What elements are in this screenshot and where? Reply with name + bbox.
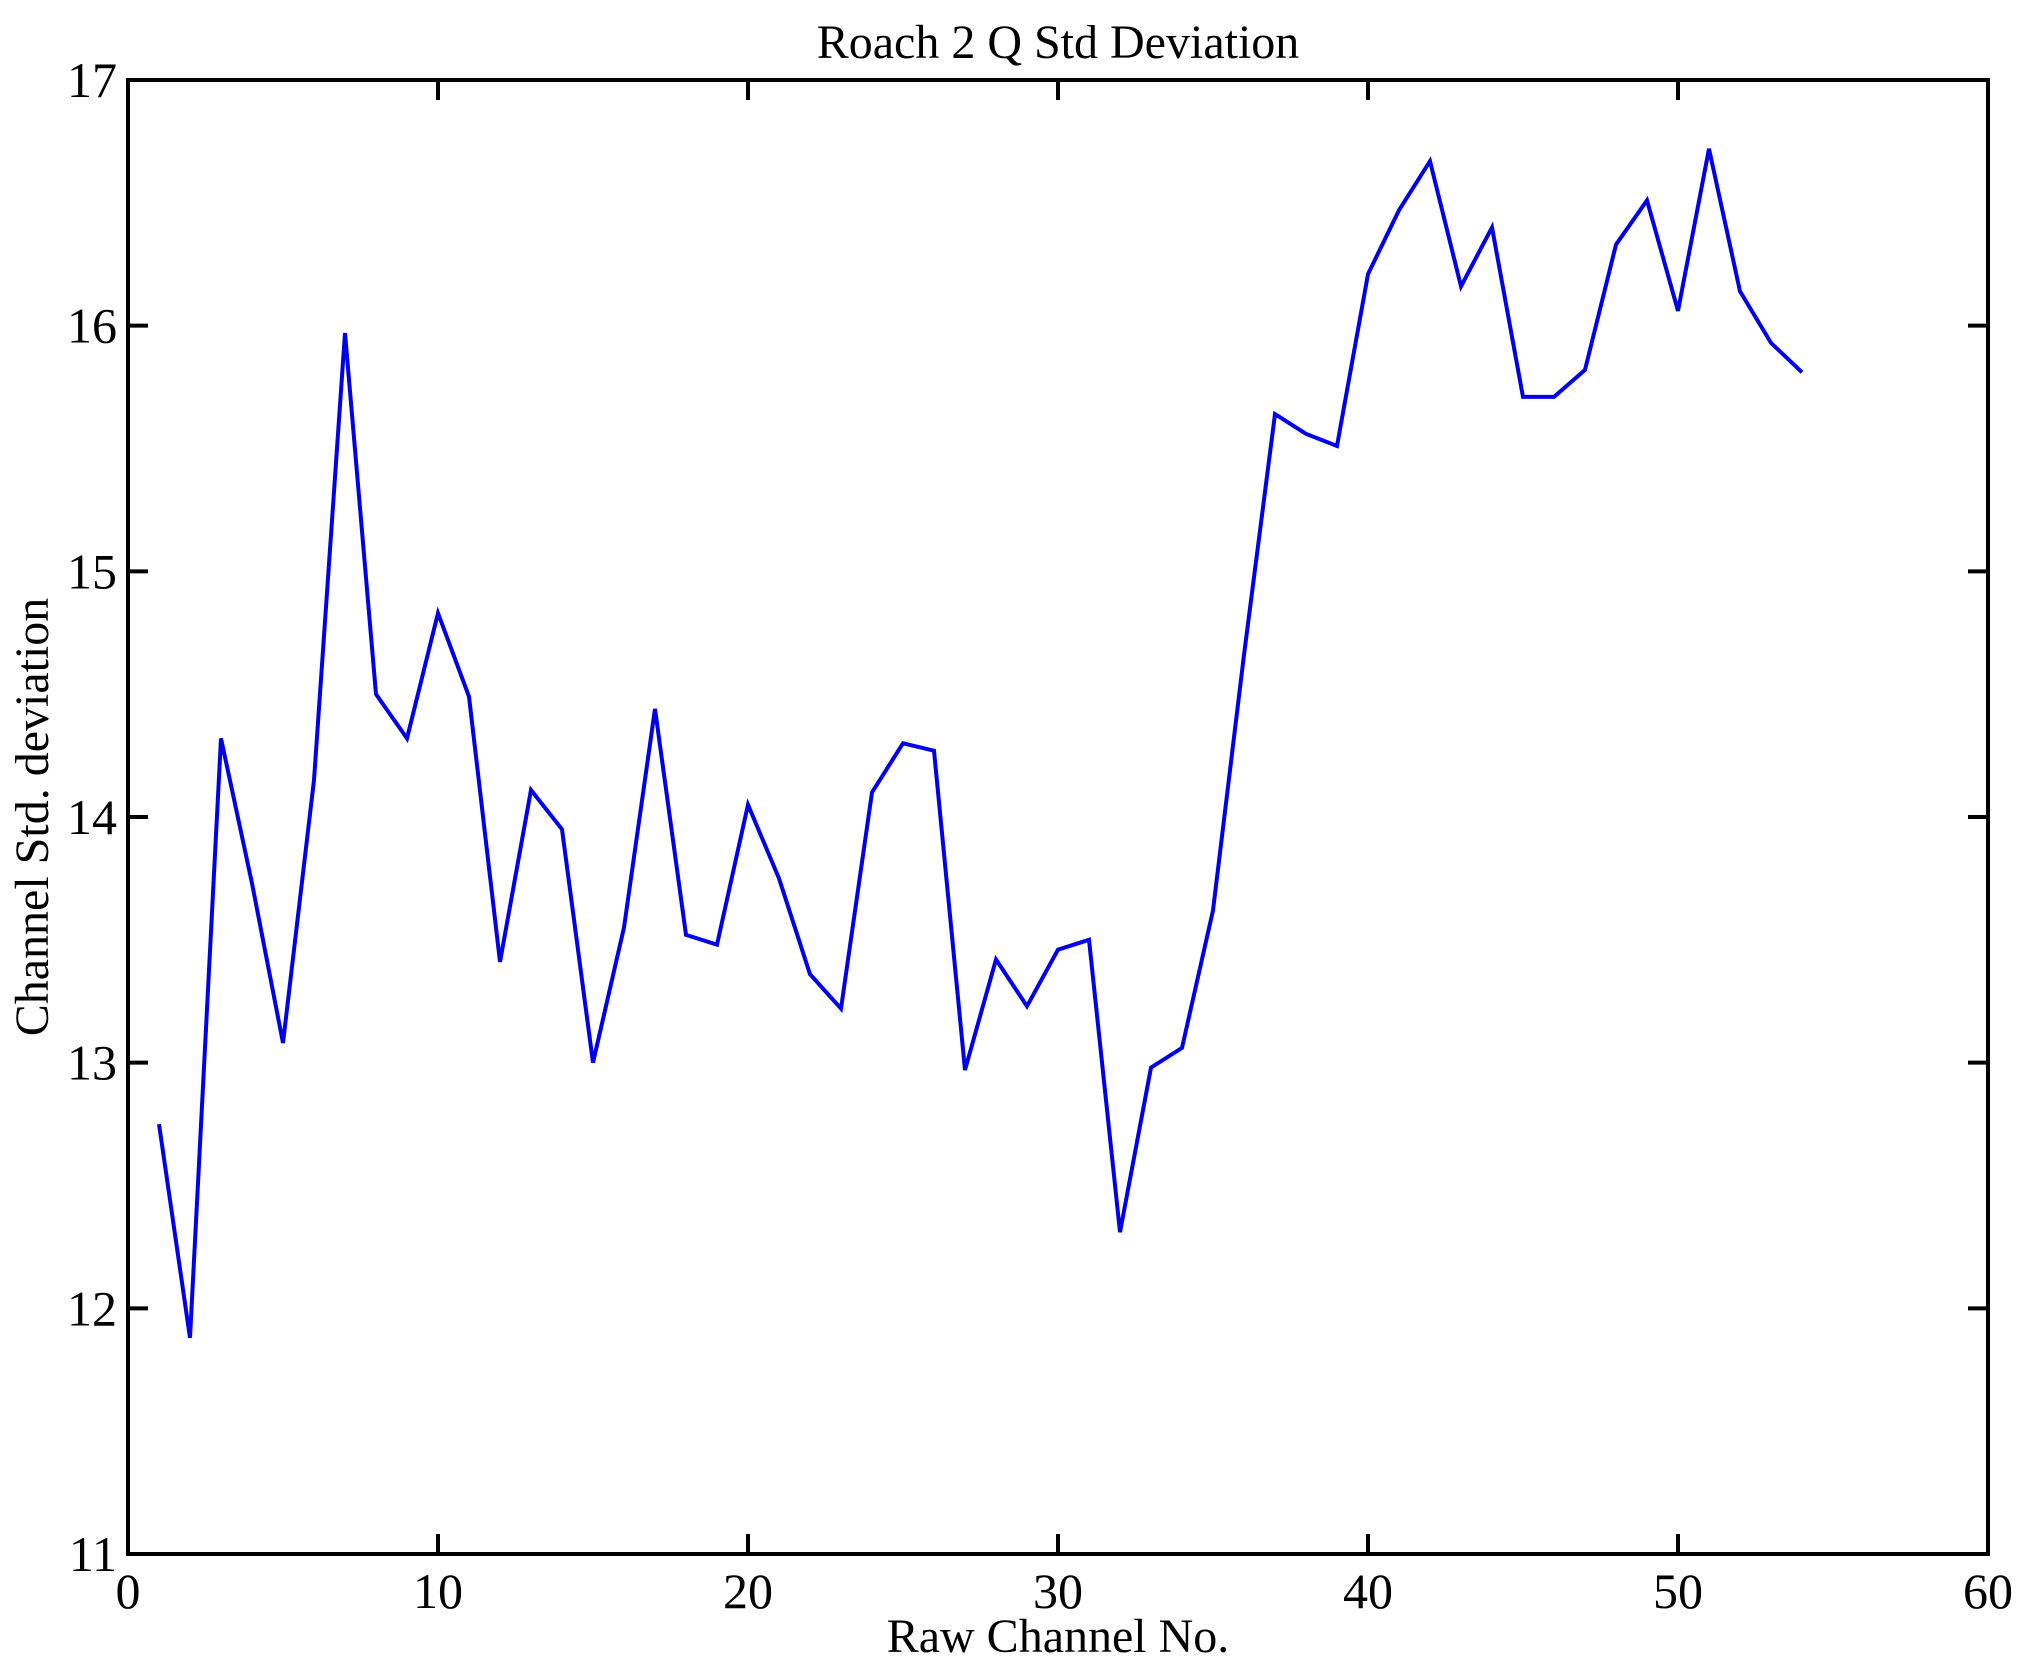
data-line <box>157 148 1804 1339</box>
plot-area-border <box>126 78 1990 1556</box>
tick-label: 15 <box>67 543 117 599</box>
y-axis-label: Channel Std. deviation <box>6 598 59 1037</box>
tick-label: 10 <box>413 1563 463 1619</box>
tick-label: 12 <box>67 1280 117 1336</box>
chart-title: Roach 2 Q Std Deviation <box>817 16 1300 69</box>
tick-label: 11 <box>69 1526 117 1582</box>
tick-label: 20 <box>723 1563 773 1619</box>
tick-label: 40 <box>1343 1563 1393 1619</box>
tick-label: 14 <box>67 789 117 845</box>
tick-label: 60 <box>1963 1563 2013 1619</box>
tick-label: 17 <box>67 52 117 108</box>
tick-label: 0 <box>116 1563 141 1619</box>
tick-label: 16 <box>67 298 117 354</box>
tick-label: 13 <box>67 1035 117 1091</box>
y-tick-labels: 11 12 13 14 15 16 17 <box>67 52 117 1582</box>
tick-label: 30 <box>1033 1563 1083 1619</box>
tick-label: 50 <box>1653 1563 1703 1619</box>
axis-ticks <box>126 78 1990 1556</box>
x-axis-label: Raw Channel No. <box>887 1610 1230 1663</box>
x-tick-labels: 0 10 20 30 40 50 60 <box>116 1563 2014 1619</box>
